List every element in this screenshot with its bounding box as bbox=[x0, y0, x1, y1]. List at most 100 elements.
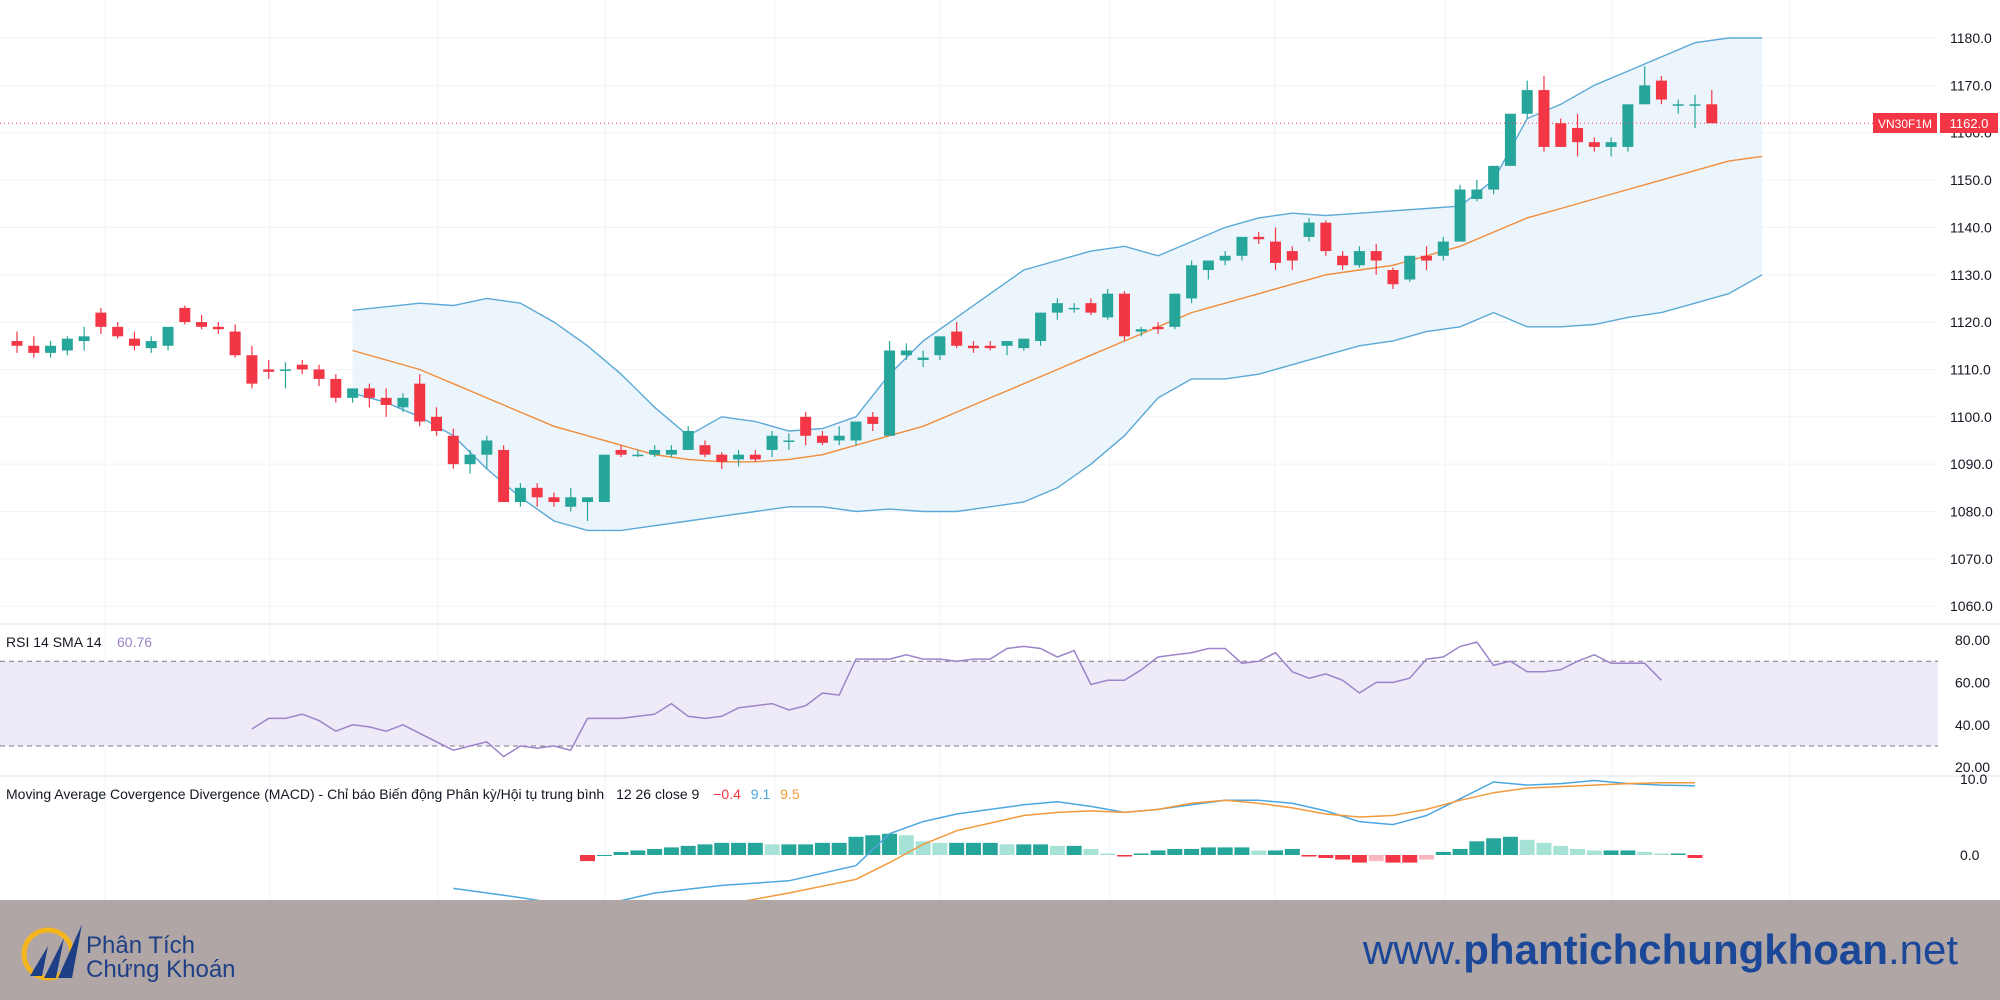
signal-value: 9.5 bbox=[780, 786, 800, 802]
signal-line bbox=[746, 782, 1695, 900]
price-tick-label: 1170.0 bbox=[1950, 77, 1992, 93]
chart-canvas[interactable]: 1180.01170.01160.01150.01140.01130.01120… bbox=[0, 0, 2000, 900]
macd-histogram-bar bbox=[1251, 850, 1267, 855]
macd-title: Moving Average Covergence Divergence (MA… bbox=[6, 786, 604, 802]
candle bbox=[1454, 184, 1466, 242]
price-axis[interactable]: 1180.01170.01160.01150.01140.01130.01120… bbox=[1950, 30, 1993, 614]
candle bbox=[1270, 227, 1281, 271]
macd-histogram-bar bbox=[1318, 855, 1334, 859]
brand-name: Phân Tích Chứng Khoán bbox=[86, 934, 236, 982]
macd-histogram-bar bbox=[1150, 850, 1166, 855]
candle bbox=[481, 435, 493, 469]
macd-axis[interactable]: 10.0 0.0 bbox=[1960, 771, 1987, 863]
macd-histogram-bar bbox=[1268, 850, 1283, 855]
macd-histogram-bar bbox=[898, 835, 914, 855]
rsi-line bbox=[251, 641, 1662, 758]
url-suffix: .net bbox=[1887, 926, 1958, 973]
macd-histogram-bar bbox=[580, 855, 596, 862]
macd-histogram-bar bbox=[1469, 841, 1485, 855]
last-price-tag: VN30F1M 1162.0 bbox=[1873, 113, 1998, 133]
macd-histogram-bar bbox=[1184, 848, 1200, 855]
macd-histogram-bar bbox=[1351, 855, 1367, 863]
candle bbox=[1572, 113, 1584, 157]
bollinger-basis-line bbox=[352, 155, 1763, 463]
candle bbox=[984, 341, 996, 351]
macd-histogram-bar bbox=[1553, 845, 1569, 855]
candle bbox=[112, 322, 124, 339]
candle bbox=[330, 374, 342, 403]
candle bbox=[867, 412, 879, 432]
candle bbox=[296, 359, 308, 375]
candle bbox=[816, 431, 828, 446]
candlestick-series bbox=[11, 66, 1718, 521]
candle bbox=[565, 487, 577, 512]
candle bbox=[716, 452, 728, 469]
macd-pane[interactable]: Moving Average Covergence Divergence (MA… bbox=[6, 779, 1703, 901]
candle bbox=[649, 445, 661, 458]
candle bbox=[514, 483, 526, 507]
candle bbox=[1169, 293, 1181, 330]
candle bbox=[1521, 80, 1533, 119]
macd-histogram-bar bbox=[1570, 848, 1586, 855]
candle bbox=[263, 359, 275, 379]
rsi-pane[interactable]: RSI 14 SMA 14 60.76 bbox=[0, 634, 1938, 758]
candle bbox=[934, 336, 946, 360]
macd-histogram-bar bbox=[781, 844, 797, 855]
macd-histogram-bar bbox=[680, 845, 696, 855]
bollinger-lower-line bbox=[352, 274, 1763, 532]
candle bbox=[1286, 246, 1298, 271]
candle bbox=[1186, 260, 1198, 304]
price-pane[interactable] bbox=[11, 37, 1763, 532]
candle bbox=[447, 428, 459, 469]
candle bbox=[884, 341, 896, 436]
macd-histogram-bar bbox=[1083, 848, 1099, 855]
candle bbox=[749, 449, 761, 462]
url-domain: phantichchungkhoan bbox=[1463, 926, 1888, 973]
candle bbox=[1303, 217, 1315, 242]
candle bbox=[733, 449, 745, 467]
last-price-label: 1162.0 bbox=[1950, 116, 1989, 131]
candle bbox=[1202, 260, 1214, 280]
website-url[interactable]: www.phantichchungkhoan.net bbox=[1363, 926, 1958, 974]
candle bbox=[598, 454, 610, 503]
candle bbox=[582, 497, 594, 521]
candle bbox=[682, 426, 694, 450]
candle bbox=[1605, 137, 1617, 157]
price-tick-label: 1090.0 bbox=[1950, 456, 1993, 472]
candle bbox=[363, 383, 375, 408]
candle bbox=[196, 314, 208, 330]
candle bbox=[632, 449, 644, 458]
candle bbox=[1488, 165, 1500, 195]
price-tick-label: 1150.0 bbox=[1950, 172, 1992, 188]
macd-histogram-bar bbox=[1100, 853, 1116, 855]
macd-histogram-bar bbox=[965, 842, 981, 855]
rsi-tick-label: 60.00 bbox=[1955, 674, 1990, 690]
macd-histogram-bar bbox=[1603, 850, 1619, 855]
macd-histogram-bar bbox=[1133, 853, 1149, 855]
candle bbox=[1135, 326, 1147, 337]
brand-line-2: Chứng Khoán bbox=[86, 956, 236, 983]
candle bbox=[1706, 90, 1718, 124]
candle bbox=[1639, 66, 1651, 105]
candle bbox=[531, 483, 543, 507]
bollinger-fill-area bbox=[352, 38, 1763, 531]
macd-histogram-bar bbox=[1217, 847, 1233, 855]
candle bbox=[145, 336, 157, 353]
candle bbox=[766, 431, 778, 458]
macd-histogram-bar bbox=[1620, 850, 1636, 855]
macd-histogram-bar bbox=[1049, 845, 1065, 855]
macd-histogram-bar bbox=[731, 842, 747, 855]
candle bbox=[162, 326, 174, 351]
macd-histogram-bar bbox=[1452, 848, 1468, 855]
candle bbox=[179, 305, 191, 325]
candle bbox=[1085, 298, 1097, 315]
candle bbox=[1437, 236, 1449, 261]
candle bbox=[1504, 113, 1516, 166]
candle bbox=[498, 445, 510, 503]
rsi-axis[interactable]: 80.00 60.00 40.00 20.00 bbox=[1955, 632, 1990, 775]
macd-histogram-bar bbox=[630, 850, 646, 855]
candle bbox=[1035, 312, 1047, 346]
candle bbox=[665, 445, 677, 458]
candle bbox=[431, 407, 442, 436]
candle bbox=[1672, 99, 1684, 114]
